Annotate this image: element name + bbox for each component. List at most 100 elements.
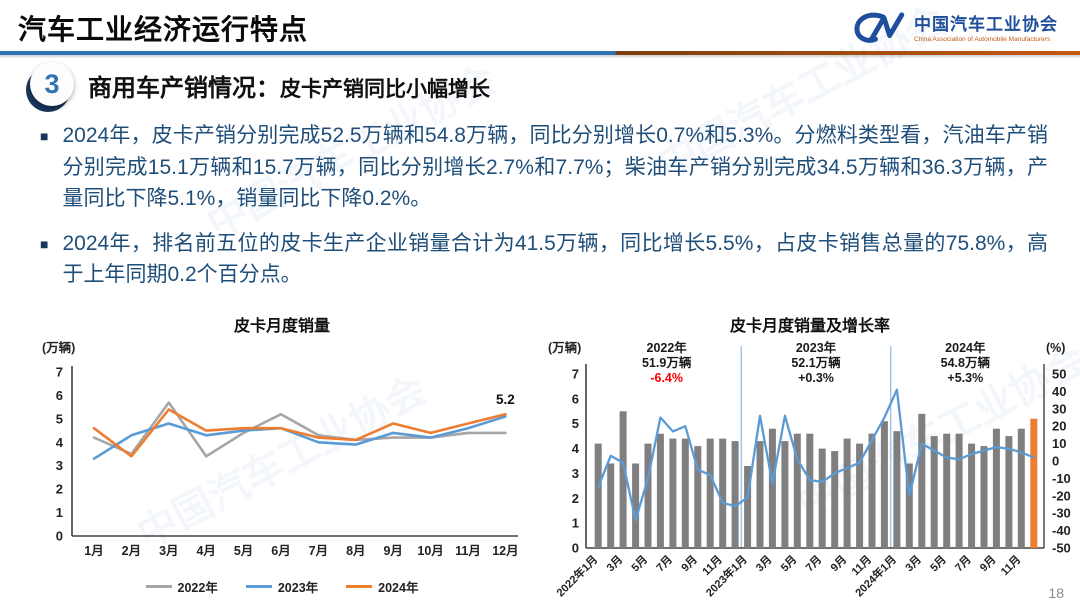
logo-name-cn: 中国汽车工业协会	[914, 14, 1058, 34]
svg-text:20: 20	[1052, 419, 1066, 434]
svg-text:11月: 11月	[998, 553, 1023, 578]
svg-text:5: 5	[572, 416, 579, 431]
svg-text:(%): (%)	[1046, 341, 1065, 355]
left-chart-title: 皮卡月度销量	[233, 318, 330, 335]
pickup-monthly-sales-chart: 皮卡月度销量 (万辆) 0 1 2 3 4 5 6 7 1月 2月 3月 4月 5月 6月 7月 8月 9月 10月…	[28, 312, 536, 596]
svg-text:2024年: 2024年	[945, 340, 986, 355]
legend-item-2023: 2023年	[245, 577, 319, 596]
svg-text:(万辆): (万辆)	[42, 340, 75, 355]
svg-text:9月: 9月	[977, 553, 998, 574]
svg-text:-6.4%: -6.4%	[650, 371, 683, 385]
svg-text:54.8万辆: 54.8万辆	[941, 355, 991, 370]
bullet-list: ■ 2024年，皮卡产销分别完成52.5万辆和54.8万辆，同比分别增长0.7%…	[40, 120, 1048, 304]
svg-text:9月: 9月	[679, 553, 700, 574]
bullet-text-1: 2024年，皮卡产销分别完成52.5万辆和54.8万辆，同比分别增长0.7%和5…	[62, 124, 1048, 210]
svg-text:1月: 1月	[84, 544, 103, 558]
svg-text:9月: 9月	[828, 553, 849, 574]
svg-text:8月: 8月	[346, 544, 365, 558]
svg-text:5月: 5月	[778, 553, 799, 574]
svg-text:6: 6	[572, 391, 579, 406]
svg-text:3月: 3月	[604, 553, 625, 574]
svg-text:7月: 7月	[952, 553, 973, 574]
legend-item-2024: 2024年	[346, 577, 418, 596]
svg-text:3月: 3月	[903, 553, 924, 574]
svg-text:12月: 12月	[492, 544, 518, 558]
svg-text:4月: 4月	[196, 544, 215, 558]
svg-text:+0.3%: +0.3%	[798, 371, 834, 385]
svg-text:5.2: 5.2	[496, 392, 515, 407]
section-heading-main: 商用车产销情况：	[88, 75, 280, 102]
svg-text:2022年1月: 2022年1月	[553, 552, 600, 599]
left-chart-legend: 2022年 2023年 2024年	[28, 577, 536, 596]
svg-text:4: 4	[572, 441, 580, 456]
svg-text:(万辆): (万辆)	[548, 340, 581, 355]
cm-logo-icon	[852, 6, 906, 53]
svg-text:0: 0	[56, 529, 63, 544]
right-chart-title: 皮卡月度销量及增长率	[729, 318, 890, 335]
svg-text:40: 40	[1052, 384, 1066, 399]
bullet-marker: ■	[40, 128, 49, 144]
pickup-sales-growth-chart: 皮卡月度销量及增长率 (万辆) (%) 2022年 51.9万辆 -6.4% 2023年 5…	[540, 312, 1080, 607]
svg-text:0: 0	[1052, 454, 1059, 469]
svg-text:5: 5	[56, 411, 63, 426]
legend-label-2022: 2022年	[177, 581, 218, 595]
svg-text:1: 1	[56, 505, 63, 520]
svg-text:2022年: 2022年	[647, 340, 688, 355]
svg-text:10: 10	[1052, 436, 1066, 451]
section-number: 3	[44, 68, 60, 99]
caam-logo: 中国汽车工业协会 China Association of Automobile…	[852, 6, 1058, 53]
svg-text:51.9万辆: 51.9万辆	[642, 355, 692, 370]
svg-text:2月: 2月	[122, 544, 141, 558]
legend-swatch-2024	[346, 585, 373, 588]
svg-text:30: 30	[1052, 401, 1066, 416]
svg-text:+5.3%: +5.3%	[947, 371, 983, 385]
svg-text:7月: 7月	[309, 544, 328, 558]
svg-text:1: 1	[572, 516, 579, 531]
section-heading: 商用车产销情况：皮卡产销同比小幅增长	[88, 68, 490, 103]
legend-label-2024: 2024年	[378, 581, 419, 595]
svg-text:6月: 6月	[271, 544, 290, 558]
legend-swatch-2022	[145, 585, 172, 588]
bullet-item-2: ■ 2024年，排名前五位的皮卡生产企业销量合计为41.5万辆，同比增长5.5%…	[40, 228, 1048, 291]
svg-text:7: 7	[56, 365, 63, 380]
svg-text:2: 2	[572, 491, 579, 506]
bullet-item-1: ■ 2024年，皮卡产销分别完成52.5万辆和54.8万辆，同比分别增长0.7%…	[40, 120, 1048, 215]
logo-name-en: China Association of Automobile Manufact…	[914, 36, 1051, 44]
svg-text:0: 0	[572, 541, 579, 556]
svg-text:7: 7	[572, 367, 579, 382]
svg-text:2: 2	[56, 482, 63, 497]
svg-text:-50: -50	[1052, 541, 1071, 556]
svg-text:5月: 5月	[234, 544, 253, 558]
bullet-text-2: 2024年，排名前五位的皮卡生产企业销量合计为41.5万辆，同比增长5.5%，占…	[62, 231, 1048, 287]
svg-text:6: 6	[56, 388, 63, 403]
svg-text:4: 4	[56, 435, 64, 450]
bullet-marker: ■	[40, 235, 49, 252]
svg-text:9月: 9月	[383, 544, 402, 558]
svg-text:7月: 7月	[803, 553, 824, 574]
svg-text:5月: 5月	[629, 553, 650, 574]
left-chart-plot: (万辆) 0 1 2 3 4 5 6 7 1月 2月 3月 4月 5月 6月 7月 8月 9月 10月 11月 12月 5…	[42, 340, 519, 558]
svg-text:-10: -10	[1052, 471, 1071, 486]
svg-text:52.1万辆: 52.1万辆	[791, 355, 841, 370]
legend-label-2023: 2023年	[277, 581, 319, 595]
svg-text:2023年: 2023年	[796, 340, 837, 355]
legend-item-2022: 2022年	[145, 577, 218, 596]
svg-text:3月: 3月	[159, 544, 178, 558]
svg-text:11月: 11月	[455, 544, 481, 558]
svg-text:-20: -20	[1052, 488, 1071, 503]
svg-text:7月: 7月	[654, 553, 675, 574]
header-divider	[0, 51, 1080, 55]
legend-swatch-2023	[245, 585, 272, 588]
page-title: 汽车工业经济运行特点	[18, 14, 309, 45]
page-number: 18	[1048, 585, 1064, 601]
svg-text:5月: 5月	[928, 553, 949, 574]
section-heading-sub: 皮卡产销同比小幅增长	[280, 78, 490, 101]
section-number-badge: 3	[30, 62, 74, 106]
svg-text:-40: -40	[1052, 523, 1071, 538]
svg-text:3月: 3月	[753, 553, 774, 574]
svg-text:50: 50	[1052, 367, 1066, 382]
svg-text:-30: -30	[1052, 506, 1071, 521]
svg-text:10月: 10月	[417, 544, 443, 558]
